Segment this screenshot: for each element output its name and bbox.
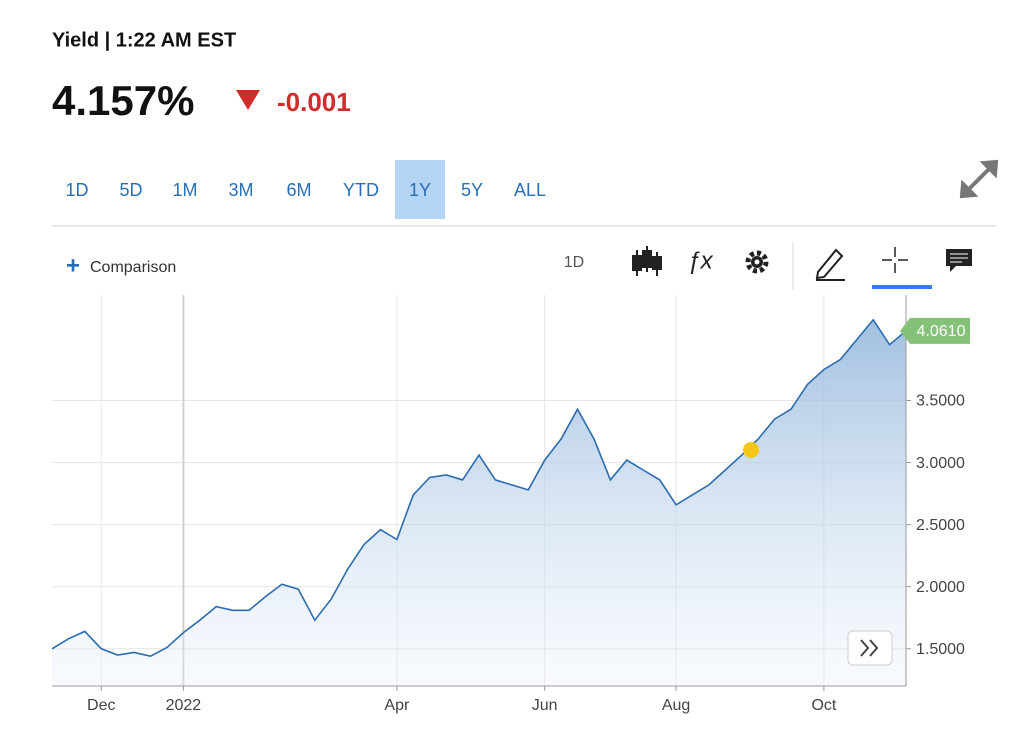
comment-icon[interactable] [946, 249, 972, 272]
comparison-button[interactable]: Comparison [90, 259, 176, 276]
range-label: YTD [343, 180, 379, 200]
range-button[interactable]: YTD [343, 180, 379, 200]
expand-icon[interactable] [959, 159, 999, 199]
range-label: 1Y [409, 180, 431, 200]
indicator-icon[interactable]: ƒx [687, 247, 713, 274]
range-bar: 1D 5D 1M 3M 6M YTD 1Y 5Y ALL [65, 160, 546, 219]
settings-icon[interactable] [745, 250, 769, 274]
price: 4.157% [52, 77, 194, 124]
line [51, 318, 907, 658]
scroll-right-button[interactable] [847, 630, 893, 666]
x-tick-label: Dec [87, 697, 115, 714]
last-value-badge [900, 317, 970, 344]
range-label: 1M [172, 180, 197, 200]
x-tick-label: Apr [384, 697, 410, 714]
event-marker[interactable] [743, 442, 759, 458]
crosshair-icon[interactable] [882, 247, 908, 273]
active-tool-underline [872, 285, 932, 289]
plus-icon[interactable]: + [66, 252, 80, 279]
range-button[interactable]: 1D [65, 180, 88, 200]
range-label: 5D [119, 180, 142, 200]
range-button[interactable]: 1M [172, 180, 197, 200]
draw-icon[interactable] [815, 248, 845, 281]
range-button[interactable]: 5Y [461, 180, 483, 200]
range-button[interactable]: 5D [119, 180, 142, 200]
x-tick-label: Oct [811, 697, 836, 714]
y-tick-label: 3.0000 [916, 455, 965, 472]
range-button[interactable]: 1Y [395, 160, 445, 219]
range-label: 1D [65, 180, 88, 200]
area [52, 319, 906, 686]
range-button[interactable]: 6M [286, 180, 311, 200]
candles-icon[interactable] [632, 246, 662, 276]
x-tick-label: 2022 [166, 697, 202, 714]
range-label: 3M [228, 180, 253, 200]
interval-button[interactable]: 1D [564, 254, 584, 271]
scroll-button-bg [847, 630, 893, 666]
title: Yield | 1:22 AM EST [52, 29, 236, 51]
x-tick-label: Jun [532, 697, 558, 714]
range-label: 6M [286, 180, 311, 200]
change: -0.001 [277, 87, 351, 117]
range-button[interactable]: 3M [228, 180, 253, 200]
down-arrow [236, 90, 260, 110]
y-tick-label: 2.5000 [916, 517, 965, 534]
range-label: 5Y [461, 180, 483, 200]
range-button[interactable]: ALL [514, 180, 546, 200]
y-tick-label: 2.0000 [916, 579, 965, 596]
last-value-label: 4.0610 [917, 323, 966, 340]
scroll-button-icon [860, 639, 879, 657]
range-label: ALL [514, 180, 546, 200]
x-tick-label: Aug [662, 697, 690, 714]
y-tick-label: 3.5000 [916, 393, 965, 410]
range-active-bg [395, 160, 445, 219]
y-tick-label: 1.5000 [916, 641, 965, 658]
plot: 1.5000 2.0000 2.5000 3.0000 3.5000 Dec 2022 Apr… [51, 295, 970, 714]
